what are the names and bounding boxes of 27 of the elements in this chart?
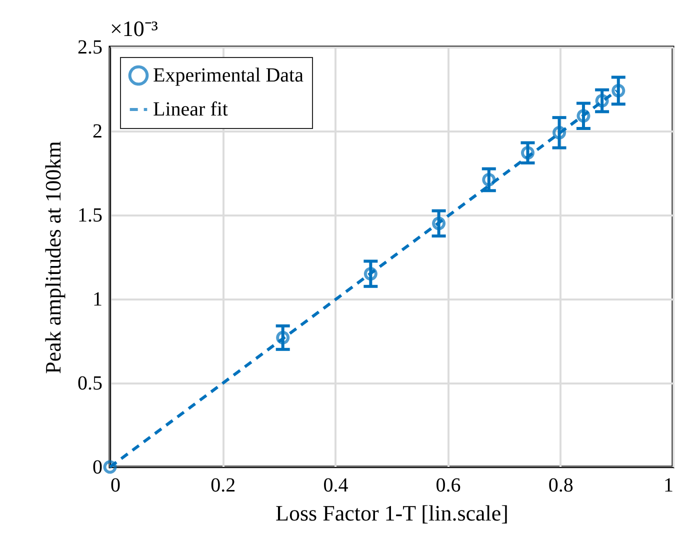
x-tick-label: 1: [664, 474, 674, 496]
legend-label: Experimental Data: [153, 64, 304, 86]
point: [612, 84, 626, 98]
point: [364, 267, 378, 281]
point: [521, 146, 534, 160]
point: [576, 109, 590, 123]
y-tick-label: 2: [92, 120, 102, 142]
x-tick-label: 0: [110, 474, 120, 496]
x-tick-label: 0.2: [210, 474, 236, 496]
point: [595, 94, 609, 108]
point: [482, 172, 496, 186]
y-tick-label: 0.5: [78, 372, 102, 394]
y-axis-title: Peak amplitudes at 100km: [40, 141, 66, 374]
y-tick-label: 0: [92, 456, 102, 478]
legend-label: Linear fit: [153, 98, 228, 120]
point: [552, 126, 566, 140]
x-axis-title: Loss Factor 1-T [lin.scale]: [276, 500, 508, 526]
y-tick-label: 1: [92, 288, 102, 310]
point: [276, 330, 290, 344]
x-tick-label: 0.6: [436, 474, 461, 496]
point: [103, 460, 117, 474]
y-tick-label: 2.5: [78, 36, 102, 58]
x-tick-label: 0.8: [548, 474, 574, 496]
x-tick-label: 0.4: [323, 474, 348, 496]
y-tick-label: 1.5: [78, 204, 102, 226]
text: ×10⁻³: [110, 16, 158, 41]
point: [432, 216, 446, 230]
